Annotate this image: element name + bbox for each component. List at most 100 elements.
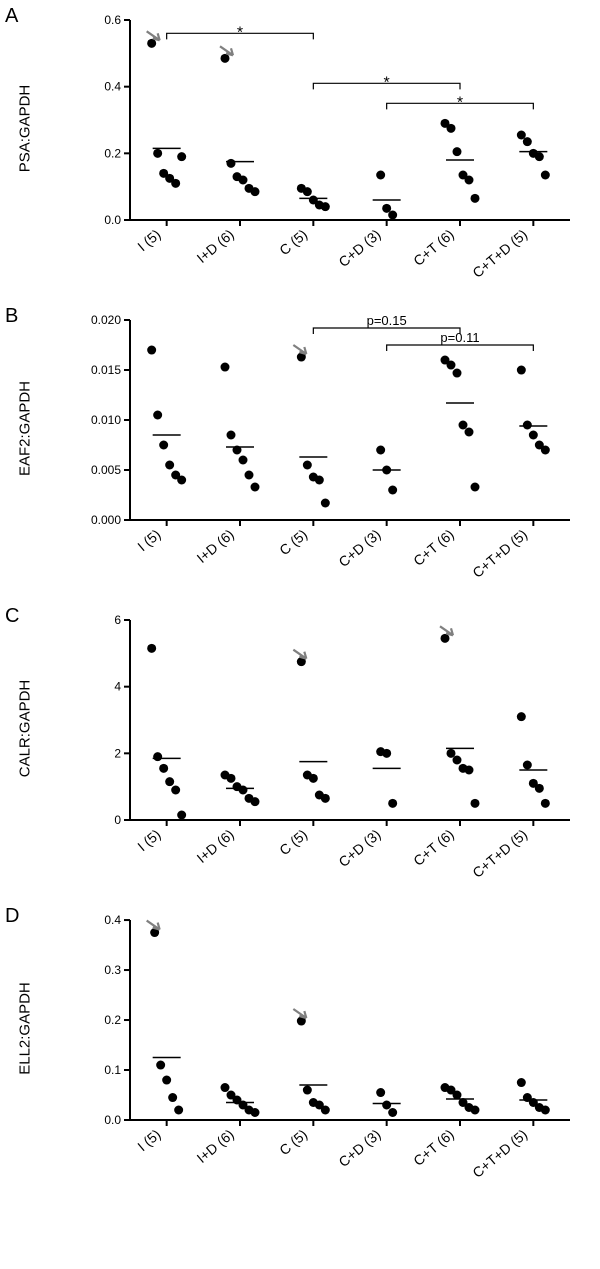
significance-star: * [457,94,463,111]
data-point [459,421,468,430]
ytick-label: 2 [114,746,121,760]
chart-wrap: 0.00.20.40.6I (5)I+D (6)C (5)C+D (3)C+T … [75,10,590,290]
data-point [535,784,544,793]
data-point [239,456,248,465]
data-point [471,483,480,492]
ytick-label: 0.005 [91,463,121,477]
ylabel-D: ELL2:GAPDH [17,982,34,1075]
xtick-label: I+D (6) [194,826,237,866]
ytick-label: 0.0 [104,213,121,227]
ytick-label: 0 [114,813,121,827]
panel-A: APSA:GAPDH0.00.20.40.6I (5)I+D (6)C (5)C… [10,10,590,290]
data-point [251,187,260,196]
outlier-arrow [147,31,160,40]
data-point [309,774,318,783]
data-point [388,486,397,495]
outlier-arrow [147,921,160,930]
data-point [382,749,391,758]
data-point [227,431,236,440]
data-point [321,499,330,508]
data-point [388,1108,397,1117]
data-point [465,176,474,185]
ytick-label: 0.015 [91,363,121,377]
xtick-label: I+D (6) [194,226,237,266]
chart-wrap: 0.0000.0050.0100.0150.020I (5)I+D (6)C (… [75,310,590,590]
data-point [523,421,532,430]
xtick-label: C (5) [276,826,310,858]
ytick-label: 0.1 [104,1063,121,1077]
significance-star: * [384,74,390,91]
panel-label-D: D [5,905,19,928]
data-point [303,461,312,470]
ytick-label: 0.0 [104,1113,121,1127]
panel-label-C: C [5,605,19,628]
pvalue-label: p=0.15 [367,313,407,328]
significance-star: * [237,24,243,41]
data-point [441,634,450,643]
data-point [471,799,480,808]
data-point [171,179,180,188]
data-point [541,799,550,808]
ytick-label: 4 [114,680,121,694]
figure-container: APSA:GAPDH0.00.20.40.6I (5)I+D (6)C (5)C… [10,10,590,1190]
data-point [523,761,532,770]
data-point [221,1083,230,1092]
data-point [376,171,385,180]
data-point [535,152,544,161]
data-point [517,1078,526,1087]
ytick-label: 0.4 [104,913,121,927]
outlier-arrow [293,1009,306,1018]
ytick-label: 0.6 [104,13,121,27]
panel-C: CCALR:GAPDH0246I (5)I+D (6)C (5)C+D (3)C… [10,610,590,890]
xtick-label: C+D (3) [335,526,383,570]
outlier-arrow [220,46,233,55]
xtick-label: C (5) [276,226,310,258]
data-point [541,446,550,455]
data-point [471,1106,480,1115]
xtick-label: C (5) [276,526,310,558]
chart-wrap: 0246I (5)I+D (6)C (5)C+D (3)C+T (6)C+T+D… [75,610,590,890]
panel-D: DELL2:GAPDH0.00.10.20.30.4I (5)I+D (6)C … [10,910,590,1190]
data-point [541,1106,550,1115]
data-point [471,194,480,203]
data-point [321,202,330,211]
data-point [382,1101,391,1110]
data-point [239,176,248,185]
data-point [221,363,230,372]
data-point [388,211,397,220]
data-point [453,756,462,765]
data-point [153,149,162,158]
panel-label-A: A [5,5,18,28]
data-point [523,137,532,146]
xtick-label: C+T (6) [410,226,457,269]
data-point [447,749,456,758]
data-point [227,774,236,783]
data-point [529,431,538,440]
data-point [221,54,230,63]
xtick-label: C+T (6) [410,1126,457,1169]
ytick-label: 6 [114,613,121,627]
xtick-label: I+D (6) [194,1126,237,1166]
chart-B: 0.0000.0050.0100.0150.020I (5)I+D (6)C (… [75,310,580,590]
data-point [165,461,174,470]
data-point [245,471,254,480]
chart-wrap: 0.00.10.20.30.4I (5)I+D (6)C (5)C+D (3)C… [75,910,590,1190]
xtick-label: C+T+D (5) [469,1126,530,1181]
data-point [153,411,162,420]
ylabel-B: EAF2:GAPDH [17,381,34,476]
data-point [147,644,156,653]
data-point [465,428,474,437]
outlier-arrow [293,650,306,659]
xtick-label: C+D (3) [335,826,383,870]
data-point [177,811,186,820]
data-point [453,1091,462,1100]
data-point [227,159,236,168]
data-point [147,346,156,355]
data-point [303,187,312,196]
data-point [453,369,462,378]
data-point [171,786,180,795]
data-point [321,1106,330,1115]
panel-B: BEAF2:GAPDH0.0000.0050.0100.0150.020I (5… [10,310,590,590]
data-point [251,797,260,806]
data-point [165,777,174,786]
